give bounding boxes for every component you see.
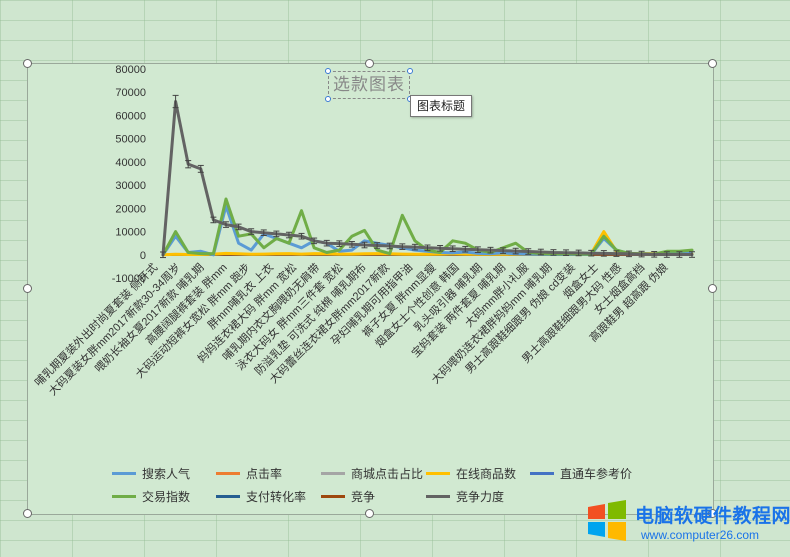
y-tick-label: 50000: [115, 134, 146, 146]
legend-item[interactable]: 点击率: [216, 465, 282, 482]
resize-handle-bottom-middle[interactable]: [365, 509, 374, 518]
legend-label: 点击率: [246, 467, 283, 481]
legend-label: 竞争: [351, 490, 376, 504]
legend-label: 在线商品数: [456, 467, 517, 481]
resize-handle-bottom-left[interactable]: [23, 509, 32, 518]
chart-area[interactable]: [27, 63, 714, 515]
legend-label: 直通车参考价: [560, 467, 633, 481]
legend-swatch: [112, 472, 136, 475]
legend-label: 竞争力度: [456, 490, 505, 504]
legend-item[interactable]: 交易指数: [112, 488, 190, 505]
y-tick-label: 80000: [115, 64, 146, 76]
legend-swatch: [112, 495, 136, 498]
legend-item[interactable]: 竞争: [321, 488, 375, 505]
legend-item[interactable]: 商城点击占比: [321, 465, 423, 482]
series-line: [161, 100, 694, 257]
legend-label: 搜索人气: [142, 467, 191, 481]
y-tick-label: -10000: [112, 273, 146, 285]
legend-swatch: [216, 472, 240, 475]
y-tick-label: 70000: [115, 87, 146, 99]
resize-handle-top-right[interactable]: [708, 59, 717, 68]
legend-swatch: [426, 495, 450, 498]
legend-label: 交易指数: [142, 490, 191, 504]
y-tick-label: 40000: [115, 157, 146, 169]
y-tick-label: 30000: [115, 180, 146, 192]
resize-handle-top-left[interactable]: [23, 59, 32, 68]
legend-swatch: [426, 472, 450, 475]
resize-handle-bottom-right[interactable]: [708, 509, 717, 518]
y-tick-label: 10000: [115, 227, 146, 239]
legend-item[interactable]: 直通车参考价: [530, 465, 632, 482]
series-line: [161, 230, 694, 257]
title-handle-top-left[interactable]: [325, 68, 331, 74]
legend-swatch: [321, 495, 345, 498]
watermark-title: 电脑软硬件教程网: [635, 506, 790, 527]
legend-item[interactable]: 搜索人气: [112, 465, 190, 482]
y-tick-label: 60000: [115, 110, 146, 122]
windows-logo-icon: [588, 500, 626, 541]
legend-swatch: [216, 495, 240, 498]
legend-label: 支付转化率: [246, 490, 307, 504]
legend-swatch: [321, 472, 345, 475]
watermark-url: www.computer26.com: [641, 528, 760, 542]
resize-handle-middle-left[interactable]: [23, 284, 32, 293]
legend-item[interactable]: 在线商品数: [426, 465, 516, 482]
resize-handle-middle-right[interactable]: [708, 284, 717, 293]
legend-swatch: [530, 472, 554, 475]
chart-title-tooltip: 图表标题: [410, 95, 473, 117]
title-handle-bottom-left[interactable]: [325, 96, 331, 102]
legend-label: 商城点击占比: [351, 467, 424, 481]
chart-title[interactable]: 选款图表: [328, 71, 410, 99]
title-handle-top-right[interactable]: [407, 68, 413, 74]
resize-handle-top-middle[interactable]: [365, 59, 374, 68]
legend-item[interactable]: 竞争力度: [426, 488, 504, 505]
y-tick-label: 20000: [115, 203, 146, 215]
site-watermark: 电脑软硬件教程网 www.computer26.com: [583, 497, 790, 557]
y-tick-label: 0: [140, 250, 146, 262]
legend-item[interactable]: 支付转化率: [216, 488, 306, 505]
